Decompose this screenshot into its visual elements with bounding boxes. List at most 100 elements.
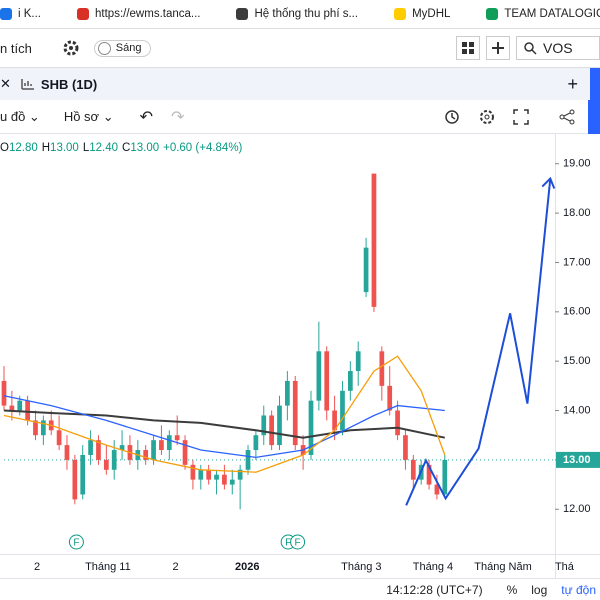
y-tick-label: 17.00 (563, 256, 591, 268)
candle-body (159, 440, 164, 451)
new-tab[interactable]: + (567, 73, 578, 94)
candle-body (426, 464, 432, 485)
ohlc-legend: O12.80 H13.00 L12.40 C13.00 +0.60 (+4.84%) (0, 142, 246, 154)
legend-value: +0.60 (+4.84%) (163, 142, 243, 154)
candle-body (88, 440, 93, 455)
event-marker (290, 534, 306, 550)
bookmark-icon (236, 8, 249, 20)
candle-body (40, 420, 46, 436)
layout-button[interactable] (456, 36, 480, 60)
bottom-bar: 14:12:28 (UTC+7) % log tự độn (0, 578, 600, 600)
legend-value: 12.80 (8, 142, 38, 154)
candle-body (308, 400, 314, 455)
x-tick-label: Tháng 3 (341, 561, 381, 573)
candle-body (64, 445, 70, 460)
candle-body (237, 469, 243, 480)
candle-body (9, 405, 15, 411)
candle-body (182, 440, 188, 465)
x-tick-label: 2 (34, 561, 40, 573)
bookmark[interactable]: MyDHL (394, 8, 468, 20)
bookmark-icon (77, 8, 90, 20)
candle-body (214, 474, 219, 480)
y-tick-label: 16.00 (563, 306, 591, 318)
legend-value: 13.00 (50, 142, 79, 154)
x-tick-label: Tháng 11 (85, 561, 131, 573)
candle-body (395, 410, 400, 436)
candle-body (347, 371, 353, 391)
candle-body (277, 405, 282, 446)
analysis-label[interactable]: n tích (0, 40, 32, 56)
y-tick-label: 18.00 (563, 207, 591, 219)
share-icon[interactable] (558, 108, 576, 126)
percent-toggle[interactable]: % (506, 582, 518, 597)
candle-body (316, 351, 322, 401)
legend-key: O (0, 142, 9, 154)
x-tick-label: 2026 (235, 561, 259, 573)
candle-body (80, 454, 86, 495)
candle-body (269, 415, 274, 446)
last-price-box (556, 451, 600, 468)
settings-icon[interactable] (478, 108, 496, 126)
candle-body (143, 450, 149, 460)
candle-body (387, 385, 393, 411)
side-edge (588, 99, 600, 134)
legend-key: L (82, 142, 90, 154)
undo[interactable]: ↶ (139, 108, 154, 126)
candle-body (33, 420, 38, 436)
moving-average (3, 355, 446, 473)
theme-label: Sáng (115, 42, 142, 54)
candle-body (253, 435, 259, 451)
alert-icon[interactable] (444, 108, 462, 126)
bookmark[interactable]: i K... (0, 8, 59, 20)
redo[interactable]: ↷ (171, 108, 185, 126)
chart-type-label: u đồ (0, 108, 26, 124)
bookmark-icon (486, 8, 499, 20)
legend-key: C (122, 142, 131, 154)
x-tick-label: Tháng Năm (474, 561, 531, 573)
theme-toggle[interactable]: Sáng (93, 39, 151, 57)
close-tab[interactable]: ✕ (0, 76, 11, 91)
candle-body (340, 390, 345, 431)
profile-label: Hồ sơ (63, 108, 100, 124)
chart: 12.00 13.00 14.00 15.00 16.00 17.00 18.00 19.00… (0, 134, 600, 578)
last-price-label: 13.00 (563, 454, 591, 466)
settings-icon[interactable] (62, 39, 80, 57)
profile-menu[interactable]: Hồ sơ ⌄ (63, 108, 114, 124)
bookmark-icon (394, 8, 407, 20)
candle-body (198, 469, 204, 480)
chart-toolbar: u đồ ⌄ Hồ sơ ⌄ ↶ ↷ (0, 99, 600, 134)
candle-body (190, 464, 196, 480)
bookmark-label: MyDHL (412, 8, 451, 20)
legend-value: 13.00 (130, 142, 160, 154)
event-label: F (295, 538, 301, 549)
candle-body (166, 435, 172, 451)
y-tick-label: 12.00 (563, 503, 591, 515)
auto-toggle[interactable]: tự độn (561, 582, 596, 597)
candle-body (111, 450, 117, 470)
candle-body (292, 380, 298, 446)
event-label: F (285, 538, 291, 549)
candle-body (1, 380, 7, 406)
x-tick-label: 2 (173, 561, 179, 573)
add-button[interactable] (486, 36, 510, 60)
bookmark-label: https://ewms.tanca... (95, 8, 201, 20)
fullscreen-icon[interactable] (512, 108, 530, 126)
candle-body (174, 435, 180, 441)
legend-key: H (41, 142, 51, 154)
bookmark[interactable]: Hệ thống thu phí s... (236, 8, 376, 20)
search-box[interactable]: VOS (516, 36, 600, 60)
log-toggle[interactable]: log (531, 582, 548, 597)
chart-type-menu[interactable]: u đồ ⌄ (0, 108, 40, 124)
candle-body (245, 450, 251, 470)
symbol-label[interactable]: SHB (1D) (40, 76, 98, 92)
search-text: VOS (543, 40, 573, 56)
bookmark[interactable]: https://ewms.tanca... (77, 8, 218, 20)
candle-body (25, 400, 30, 421)
y-tick-label: 19.00 (563, 158, 591, 170)
candle-body (324, 351, 330, 411)
x-tick-label: Thá (555, 561, 575, 573)
bookmark[interactable]: TEAM DATALOGIC... (486, 8, 600, 20)
candle-body (151, 440, 156, 460)
candle-body (56, 430, 62, 446)
legend-value: 12.40 (89, 142, 119, 154)
